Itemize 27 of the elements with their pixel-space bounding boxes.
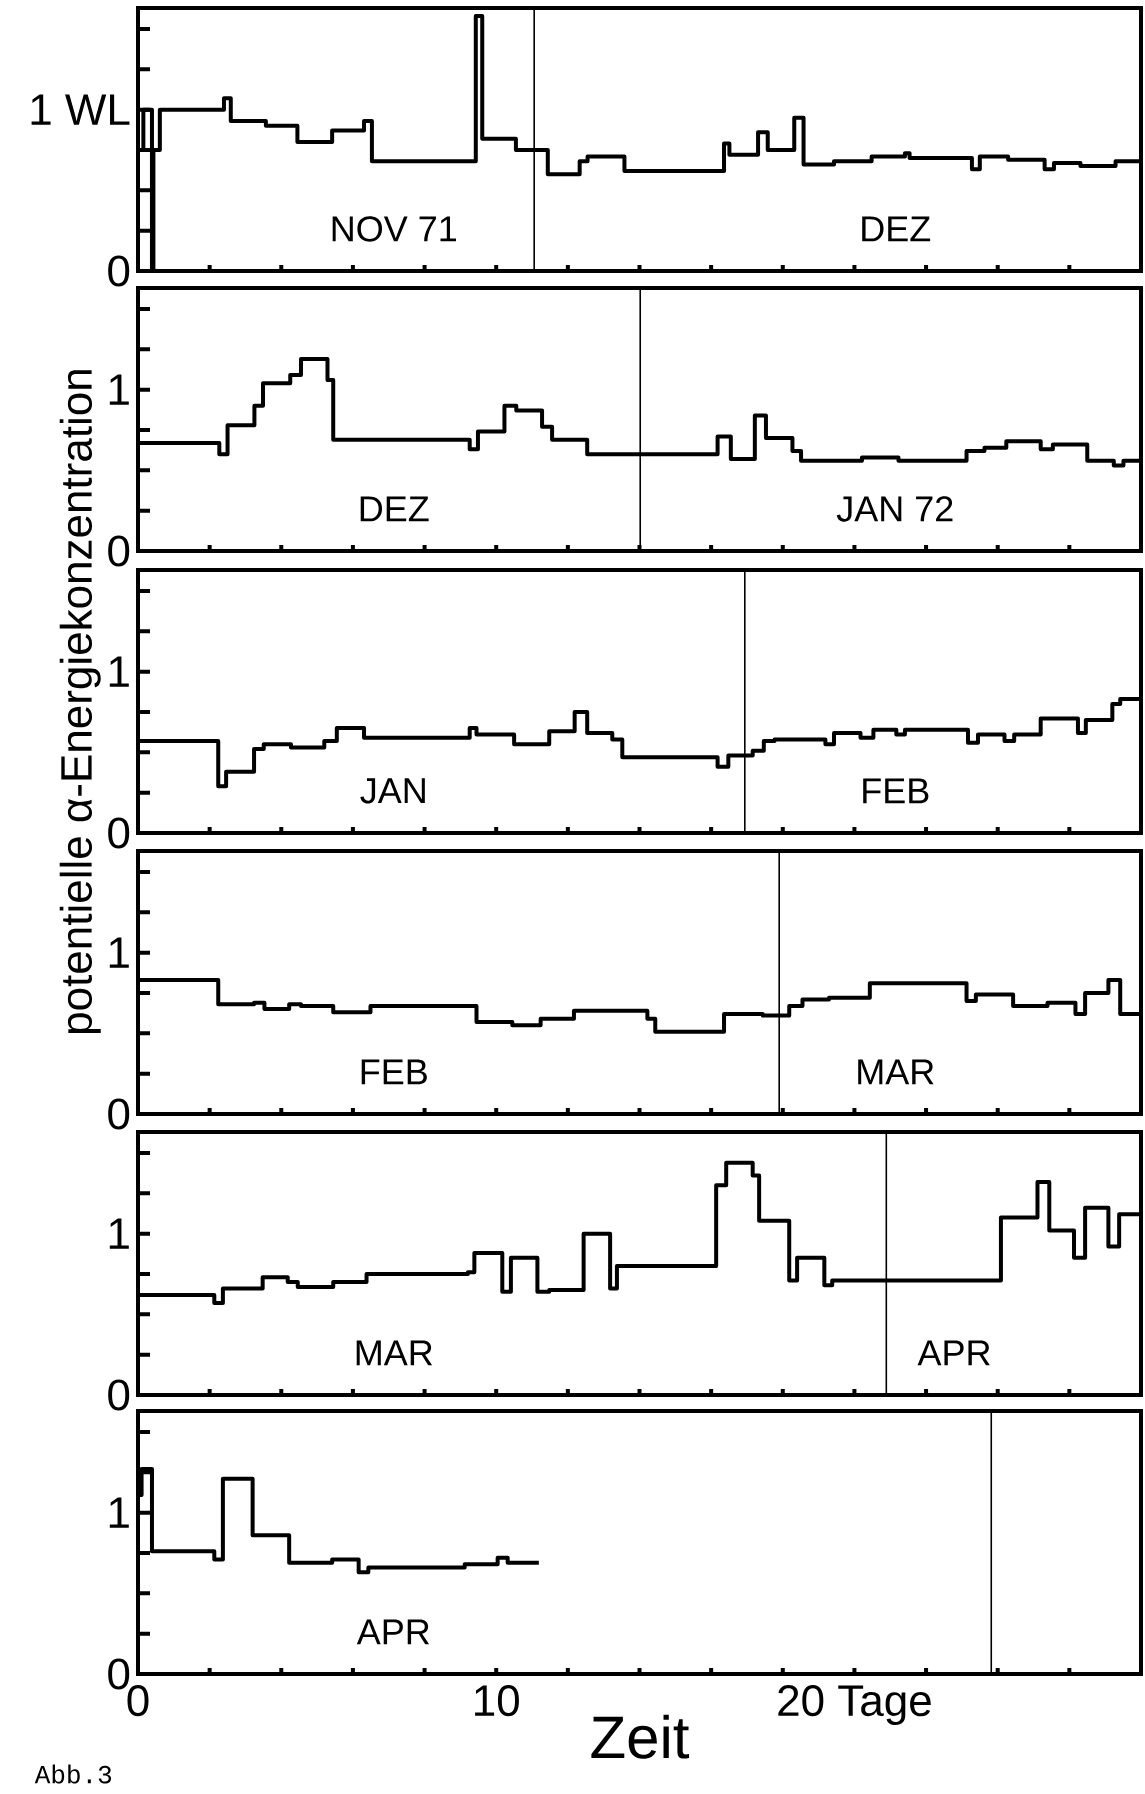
x-tick-label: 10 [475, 1685, 519, 1717]
annotation: MAR [858, 1059, 934, 1085]
x-axis-title: Zeit [591, 1714, 690, 1759]
annotation: NOV 71 [332, 216, 456, 242]
y-tick-label: 1 WL [31, 94, 130, 125]
caption: Abb.3 [34, 1764, 112, 1784]
annotation: DEZ [360, 496, 429, 522]
annotation: FEB [361, 1059, 427, 1085]
y-tick-label: 0 [108, 535, 130, 567]
annotation: APR [917, 1340, 990, 1366]
y-tick-label: 0 [108, 1098, 130, 1130]
y-tick-label: 1 [109, 1218, 129, 1249]
y-tick-label: 0 [108, 255, 130, 287]
y-tick-label: 1 [109, 656, 129, 687]
y-tick-label: 0 [108, 817, 130, 849]
annotation: MAR [356, 1340, 433, 1366]
y-axis-title: potentielle α-Energiekonzentration [59, 370, 101, 1034]
annotation: DEZ [862, 216, 931, 242]
annotation: APR [356, 1619, 430, 1645]
y-tick-label: 1 [109, 937, 129, 968]
y-tick-label: 1 [109, 374, 129, 405]
y-tick-label: 1 [109, 1497, 129, 1528]
annotation: JAN 72 [836, 496, 953, 522]
x-tick-label: 20 Tage [778, 1685, 931, 1725]
y-tick-label: 0 [108, 1379, 130, 1411]
annotation: JAN [360, 778, 425, 804]
annotation: FEB [863, 778, 929, 804]
